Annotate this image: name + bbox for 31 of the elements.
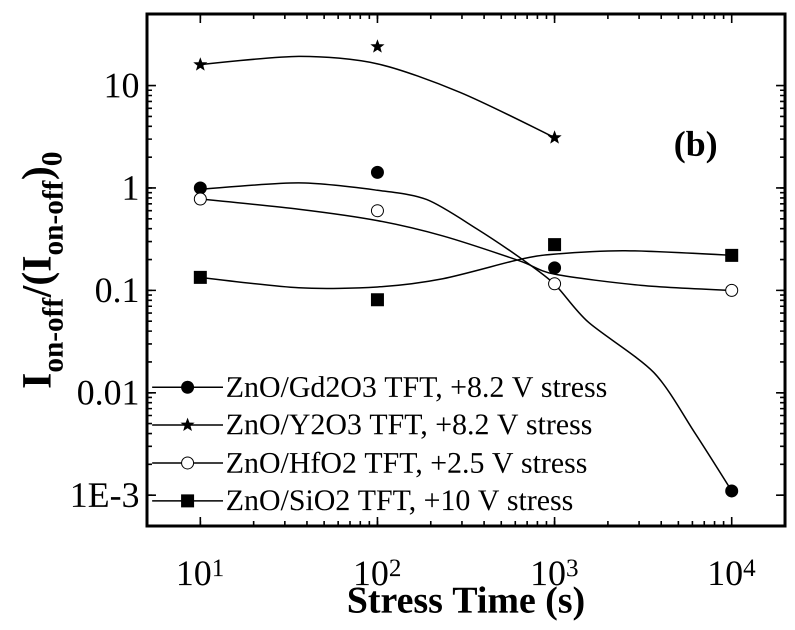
legend-label: ZnO/SiO2 TFT, +10 V stress <box>227 490 572 515</box>
x-tick-label: 10$^{4}$ <box>710 560 756 586</box>
point <box>194 270 207 284</box>
point <box>194 192 207 206</box>
y-tick-label: 0.01 <box>78 380 138 405</box>
x-axis-title: Stress Time (s) <box>348 586 584 621</box>
point <box>370 166 384 179</box>
point <box>548 131 561 144</box>
y-tick-label: 0.1 <box>96 278 138 303</box>
point <box>725 248 738 262</box>
legend-label: ZnO/Gd2O3 TFT, +8.2 V stress <box>227 376 606 402</box>
point <box>194 58 207 70</box>
point <box>370 204 384 218</box>
x-tick-label: 10$^{2}$ <box>356 560 400 586</box>
annotation: (b) <box>675 130 716 164</box>
x-tick-label: 10$^{3}$ <box>533 560 578 586</box>
y-tick-label: 10 <box>106 73 138 98</box>
point <box>548 261 562 274</box>
legend-label: ZnO/HfO2 TFT, +2.5 V stress <box>227 452 586 478</box>
point <box>548 238 562 252</box>
point <box>371 40 384 52</box>
point <box>725 484 738 498</box>
legend-label: ZnO/Y2O3 TFT, +8.2 V stress <box>227 414 592 439</box>
point <box>548 277 562 290</box>
text: I$_{on-off}$/(I$_{on-off}$)$_{0}$ <box>22 152 63 388</box>
point <box>370 293 384 306</box>
point <box>725 284 738 297</box>
y-tick-label: 1E-3 <box>72 483 138 508</box>
y-tick-label: 1 <box>124 176 138 200</box>
point <box>194 181 207 194</box>
x-tick-label: 10$^{1}$ <box>179 560 223 586</box>
